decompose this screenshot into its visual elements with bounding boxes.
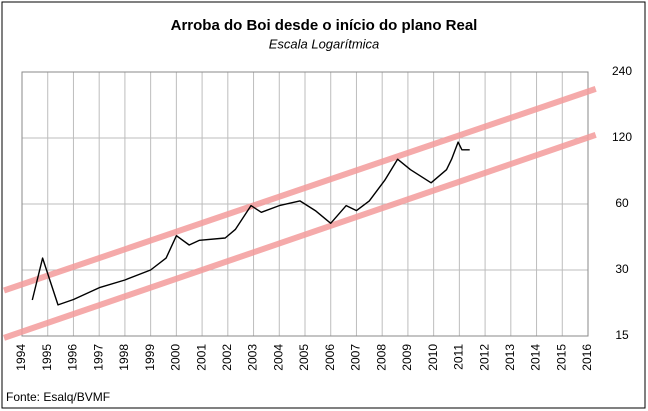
x-tick-label: 2016 [580, 344, 594, 371]
y-tick-label: 240 [612, 64, 632, 78]
x-tick-label: 2013 [503, 344, 517, 371]
y-tick-label: 30 [615, 262, 629, 276]
trend-band [3, 86, 597, 294]
y-tick-label: 15 [615, 328, 629, 342]
x-tick-label: 2007 [349, 344, 363, 371]
x-tick-label: 2003 [246, 344, 260, 371]
chart-subtitle: Escala Logarítmica [269, 36, 380, 51]
x-tick-label: 1997 [91, 344, 105, 371]
x-tick-label: 2015 [554, 344, 568, 371]
x-tick-label: 2012 [477, 344, 491, 371]
x-tick-label: 1999 [143, 344, 157, 371]
x-tick-label: 2000 [169, 344, 183, 371]
x-tick-label: 2002 [220, 344, 234, 371]
x-tick-label: 2005 [297, 344, 311, 371]
chart-title: Arroba do Boi desde o início do plano Re… [171, 17, 478, 34]
x-tick-label: 2001 [194, 344, 208, 371]
x-tick-label: 2006 [323, 344, 337, 371]
x-tick-label: 2010 [426, 344, 440, 371]
x-tick-label: 1998 [117, 344, 131, 371]
x-tick-label: 2008 [374, 344, 388, 371]
x-tick-label: 1994 [14, 344, 28, 371]
source: Fonte: Esalq/BVMF [6, 390, 110, 404]
x-tick-label: 2011 [452, 344, 466, 370]
y-tick-label: 120 [612, 130, 632, 144]
trend-band [3, 132, 597, 341]
x-tick-label: 2009 [400, 344, 414, 371]
plot-border [21, 71, 589, 337]
x-tick-label: 2004 [271, 344, 285, 371]
y-tick-label: 60 [615, 196, 629, 210]
price-line [31, 141, 470, 306]
x-tick-label: 2014 [529, 344, 543, 371]
x-tick-label: 1996 [66, 344, 80, 371]
x-tick-label: 1995 [40, 344, 54, 371]
